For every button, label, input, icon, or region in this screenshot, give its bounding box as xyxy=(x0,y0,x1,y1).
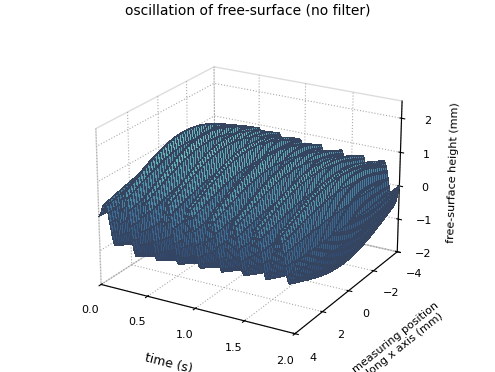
Title: oscillation of free-surface (no filter): oscillation of free-surface (no filter) xyxy=(125,4,370,18)
Y-axis label: measuring position
along x axis (mm): measuring position along x axis (mm) xyxy=(350,300,447,372)
X-axis label: time (s): time (s) xyxy=(143,351,194,372)
